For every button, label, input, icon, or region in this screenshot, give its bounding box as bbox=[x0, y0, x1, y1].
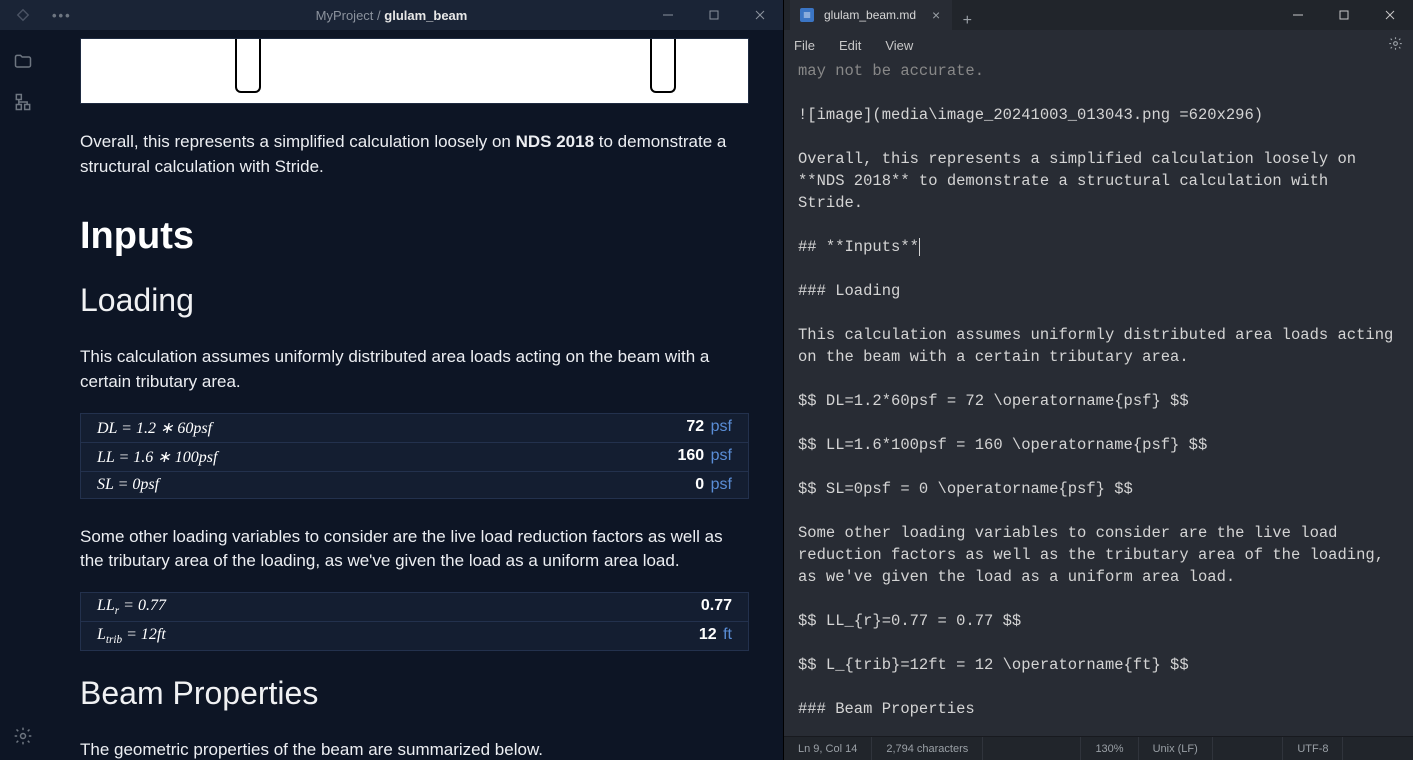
editor-line: may not be accurate. bbox=[798, 60, 1399, 82]
editor-line bbox=[798, 214, 1399, 236]
menu-view[interactable]: View bbox=[885, 38, 913, 53]
editor-line: ![image](media\image_20241003_013043.png… bbox=[798, 104, 1399, 126]
status-position[interactable]: Ln 9, Col 14 bbox=[784, 737, 872, 760]
calc-result: 12 ft bbox=[699, 626, 732, 646]
editor-line: ### Loading bbox=[798, 280, 1399, 302]
calc-row: LLr = 0.77 0.77 bbox=[81, 593, 748, 622]
document-preview[interactable]: Overall, this represents a simplified ca… bbox=[46, 30, 783, 760]
loading-paragraph: This calculation assumes uniformly distr… bbox=[80, 345, 749, 394]
editor-line: Some other loading variables to consider… bbox=[798, 522, 1399, 588]
editor-line: $$ LL_{r}=0.77 = 0.77 $$ bbox=[798, 610, 1399, 632]
menu-edit[interactable]: Edit bbox=[839, 38, 861, 53]
maximize-button[interactable] bbox=[691, 0, 737, 30]
factors-table: LLr = 0.77 0.77 Ltrib = 12ft 12 ft bbox=[80, 592, 749, 651]
beam-paragraph: The geometric properties of the beam are… bbox=[80, 738, 749, 760]
calc-expression: SL = 0psf bbox=[97, 476, 159, 494]
status-chars: 2,794 characters bbox=[872, 737, 983, 760]
editor-line bbox=[798, 126, 1399, 148]
editor-titlebar: glulam_beam.md × + bbox=[784, 0, 1413, 30]
editor-line bbox=[798, 632, 1399, 654]
preview-app: ••• MyProject / glulam_beam Overa bbox=[0, 0, 783, 760]
loading-paragraph-2: Some other loading variables to consider… bbox=[80, 525, 749, 574]
close-button[interactable] bbox=[737, 0, 783, 30]
calc-unit: ft bbox=[719, 626, 732, 643]
editor-line bbox=[798, 456, 1399, 478]
editor-settings-icon[interactable] bbox=[1388, 36, 1403, 54]
calc-row: LL = 1.6 ∗ 100psf 160 psf bbox=[81, 443, 748, 472]
editor-line bbox=[798, 82, 1399, 104]
calc-expression: LL = 1.6 ∗ 100psf bbox=[97, 447, 217, 467]
app-logo-icon bbox=[0, 8, 46, 22]
settings-icon[interactable] bbox=[13, 726, 33, 746]
new-tab-button[interactable]: + bbox=[952, 12, 982, 30]
editor-menubar: File Edit View bbox=[784, 30, 1413, 60]
calc-row: DL = 1.2 ∗ 60psf 72 psf bbox=[81, 414, 748, 443]
loads-table: DL = 1.2 ∗ 60psf 72 psf LL = 1.6 ∗ 100psf 1… bbox=[80, 413, 749, 499]
editor-line: This calculation assumes uniformly distr… bbox=[798, 324, 1399, 368]
folder-icon[interactable] bbox=[13, 52, 33, 72]
calc-result: 0 psf bbox=[695, 476, 732, 494]
status-encoding[interactable]: UTF-8 bbox=[1283, 737, 1343, 760]
editor-close-button[interactable] bbox=[1367, 0, 1413, 30]
calc-result: 72 psf bbox=[686, 418, 732, 438]
editor-minimize-button[interactable] bbox=[1275, 0, 1321, 30]
calc-unit: psf bbox=[706, 418, 732, 435]
file-icon bbox=[800, 8, 814, 22]
minimize-button[interactable] bbox=[645, 0, 691, 30]
calc-expression: DL = 1.2 ∗ 60psf bbox=[97, 418, 212, 438]
calc-result: 160 psf bbox=[678, 447, 733, 467]
editor-line bbox=[798, 302, 1399, 324]
editor-maximize-button[interactable] bbox=[1321, 0, 1367, 30]
editor-line: Overall, this represents a simplified ca… bbox=[798, 148, 1399, 214]
editor-line bbox=[798, 412, 1399, 434]
calc-expression: Ltrib = 12ft bbox=[97, 626, 166, 646]
calc-unit: psf bbox=[706, 447, 732, 464]
calc-row: Ltrib = 12ft 12 ft bbox=[81, 622, 748, 650]
beam-diagram-image bbox=[80, 38, 749, 104]
menu-file[interactable]: File bbox=[794, 38, 815, 53]
editor-line: ## **Inputs** bbox=[798, 236, 1399, 258]
editor-app: glulam_beam.md × + File Edit View may no… bbox=[783, 0, 1413, 760]
editor-line bbox=[798, 368, 1399, 390]
left-sidebar bbox=[0, 30, 46, 760]
calc-row: SL = 0psf 0 psf bbox=[81, 472, 748, 498]
editor-line: ### Beam Properties bbox=[798, 698, 1399, 720]
preview-titlebar: ••• MyProject / glulam_beam bbox=[0, 0, 783, 30]
heading-loading: Loading bbox=[80, 282, 749, 319]
intro-paragraph: Overall, this represents a simplified ca… bbox=[80, 130, 749, 179]
heading-inputs: Inputs bbox=[80, 215, 749, 258]
calc-unit: psf bbox=[706, 476, 732, 493]
tab-close-icon[interactable]: × bbox=[932, 7, 940, 23]
editor-line bbox=[798, 258, 1399, 280]
editor-line: $$ SL=0psf = 0 \operatorname{psf} $$ bbox=[798, 478, 1399, 500]
status-eol[interactable]: Unix (LF) bbox=[1139, 737, 1213, 760]
editor-line: $$ DL=1.2*60psf = 72 \operatorname{psf} … bbox=[798, 390, 1399, 412]
editor-tab[interactable]: glulam_beam.md × bbox=[790, 0, 952, 30]
calc-result: 0.77 bbox=[701, 597, 732, 617]
calc-expression: LLr = 0.77 bbox=[97, 597, 166, 617]
editor-textarea[interactable]: may not be accurate. ![image](media\imag… bbox=[784, 60, 1413, 736]
editor-line bbox=[798, 588, 1399, 610]
tab-title: glulam_beam.md bbox=[824, 8, 916, 22]
tree-icon[interactable] bbox=[13, 92, 33, 112]
editor-statusbar: Ln 9, Col 14 2,794 characters 130% Unix … bbox=[784, 736, 1413, 760]
editor-line bbox=[798, 500, 1399, 522]
status-zoom[interactable]: 130% bbox=[1081, 737, 1138, 760]
heading-beam-properties: Beam Properties bbox=[80, 675, 749, 712]
editor-line: $$ LL=1.6*100psf = 160 \operatorname{psf… bbox=[798, 434, 1399, 456]
editor-line: $$ L_{trib}=12ft = 12 \operatorname{ft} … bbox=[798, 654, 1399, 676]
more-icon[interactable]: ••• bbox=[52, 8, 72, 23]
editor-line bbox=[798, 676, 1399, 698]
